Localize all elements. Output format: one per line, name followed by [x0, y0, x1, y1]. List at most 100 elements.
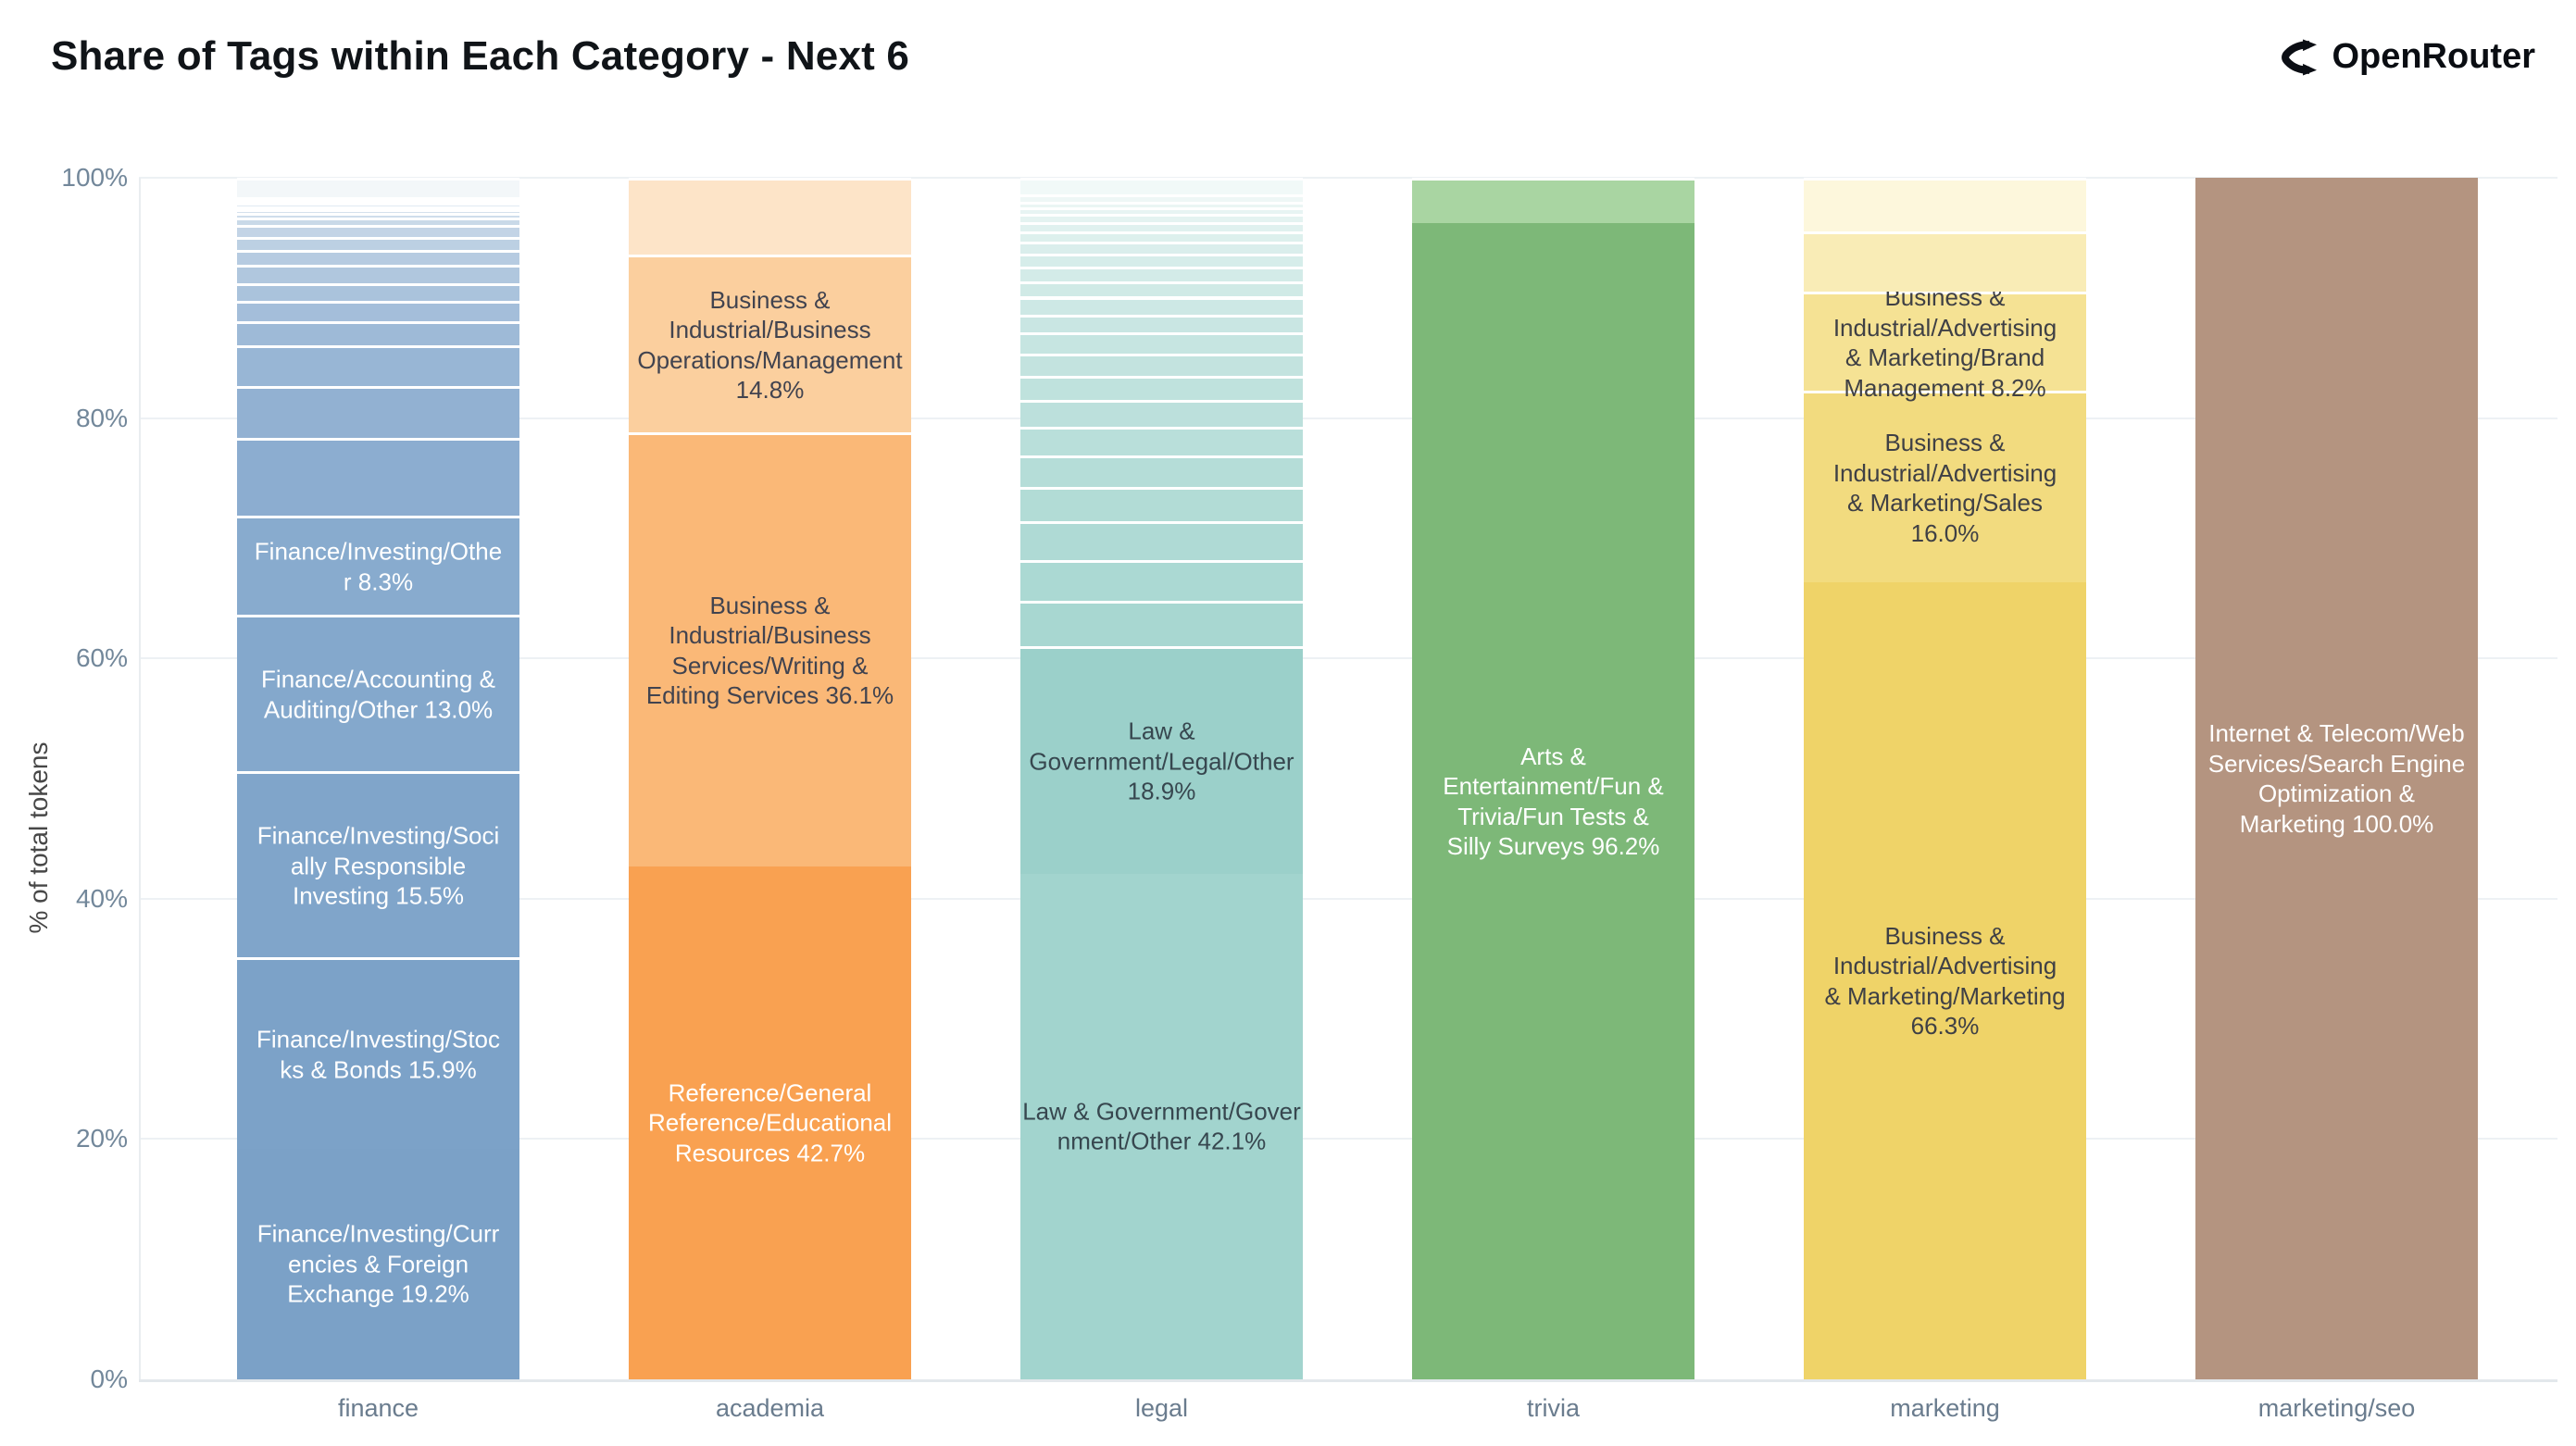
segment-label: Internet & Telecom/Web Services/Search E…	[2207, 719, 2466, 838]
y-tick-label: 20%	[75, 1124, 128, 1153]
bar-segment[interactable]	[237, 196, 519, 200]
bar-segment[interactable]	[1804, 178, 2086, 232]
y-tick-label: 60%	[75, 643, 128, 673]
bar-segment[interactable]: Internet & Telecom/Web Services/Search E…	[2195, 178, 2478, 1379]
y-tick-label: 80%	[75, 403, 128, 432]
brand-name: OpenRouter	[2332, 37, 2535, 76]
bar-segment[interactable]	[237, 225, 519, 238]
x-axis-label: finance	[337, 1394, 419, 1422]
bar-segment[interactable]	[1020, 455, 1303, 487]
openrouter-logo-icon	[2274, 38, 2318, 76]
bar-segment[interactable]	[1020, 267, 1303, 281]
bar-segment[interactable]	[1020, 332, 1303, 354]
bar-segment[interactable]	[1020, 353, 1303, 377]
segment-label: Finance/Investing/Othe r 8.3%	[254, 537, 503, 596]
bar-segment[interactable]	[1412, 178, 1694, 224]
bar-segment[interactable]	[237, 200, 519, 204]
segment-label: Finance/Investing/Soci ally Responsible …	[256, 821, 500, 910]
segment-label: Finance/Investing/Stoc ks & Bonds 15.9%	[256, 1025, 501, 1084]
bar-segment[interactable]	[237, 301, 519, 322]
bar-segment[interactable]: Law & Government/Gover nment/Other 42.1%	[1020, 873, 1303, 1379]
bar-segment[interactable]	[237, 321, 519, 346]
bar-segment[interactable]: Arts & Entertainment/Fun & Trivia/Fun Te…	[1412, 223, 1694, 1379]
gridline	[139, 177, 2557, 179]
bar-segment[interactable]	[237, 218, 519, 226]
bar-segment[interactable]	[237, 213, 519, 218]
bar-segment[interactable]: Finance/Accounting & Auditing/Other 13.0…	[237, 615, 519, 772]
bar-segment[interactable]	[237, 237, 519, 250]
bar-segment[interactable]	[629, 178, 911, 256]
x-axis-label: marketing	[1890, 1394, 2000, 1422]
bar-segment[interactable]	[1020, 178, 1303, 195]
bar-segment[interactable]	[1020, 400, 1303, 427]
bar-segment[interactable]	[237, 282, 519, 302]
segment-label: Finance/Accounting & Auditing/Other 13.0…	[261, 665, 495, 724]
bar-segment[interactable]: Reference/General Reference/Educational …	[629, 866, 911, 1379]
segment-label: Reference/General Reference/Educational …	[647, 1078, 893, 1167]
bar-segment[interactable]	[237, 249, 519, 266]
bar-segment[interactable]	[1020, 280, 1303, 297]
bar-segment[interactable]	[1020, 559, 1303, 601]
y-tick-label: 100%	[61, 163, 128, 192]
bar-segment[interactable]: Business & Industrial/Advertising & Mark…	[1804, 582, 2086, 1379]
openrouter-logo[interactable]: OpenRouter	[2274, 37, 2535, 77]
bar-segment[interactable]	[1020, 314, 1303, 333]
bar-segment[interactable]	[1020, 213, 1303, 223]
x-axis-line	[139, 1379, 2557, 1382]
bar-segment[interactable]	[1020, 486, 1303, 522]
bar-segment[interactable]	[1020, 253, 1303, 268]
bar-segment[interactable]	[1020, 376, 1303, 401]
bar-segment[interactable]	[237, 206, 519, 210]
y-axis-title: % of total tokens	[24, 742, 53, 934]
y-tick-label: 40%	[75, 883, 128, 913]
segment-label: Business & Industrial/Business Operation…	[637, 285, 903, 405]
gridline	[139, 657, 2557, 660]
segment-label: Law & Government/Gover nment/Other 42.1%	[1022, 1097, 1301, 1155]
bar-segment[interactable]	[1020, 222, 1303, 232]
bar-segment[interactable]	[237, 209, 519, 214]
bar-segment[interactable]: Business & Industrial/Business Services/…	[629, 432, 911, 866]
x-axis-label: trivia	[1526, 1394, 1580, 1422]
bar-segment[interactable]: Business & Industrial/Business Operation…	[629, 255, 911, 433]
bar-segment[interactable]	[1020, 231, 1303, 242]
bar-segment[interactable]: Finance/Investing/Curr encies & Foreign …	[237, 1148, 519, 1379]
bar-segment[interactable]: Finance/Investing/Stoc ks & Bonds 15.9%	[237, 957, 519, 1149]
bar-segment[interactable]	[1020, 241, 1303, 254]
y-tick-label: 0%	[90, 1365, 128, 1393]
bar-segment[interactable]: Finance/Investing/Soci ally Responsible …	[237, 771, 519, 958]
x-axis-label: academia	[715, 1394, 825, 1422]
bar-segment[interactable]	[237, 178, 519, 197]
x-axis-label: marketing/seo	[2257, 1394, 2416, 1422]
bar-segment[interactable]	[1020, 521, 1303, 560]
segment-label: Finance/Investing/Curr encies & Foreign …	[256, 1219, 500, 1308]
bar-segment[interactable]	[1020, 600, 1303, 647]
segment-label: Law & Government/Legal/Other 18.9%	[1029, 717, 1294, 805]
bar-segment[interactable]	[1020, 296, 1303, 315]
segment-label: Business & Industrial/Advertising & Mark…	[1832, 283, 2057, 402]
bar-segment[interactable]: Business & Industrial/Advertising & Mark…	[1804, 283, 2086, 402]
gridline	[139, 897, 2557, 900]
bar-segment[interactable]	[1804, 231, 2086, 293]
gridline	[139, 1138, 2557, 1141]
bar-segment[interactable]: Finance/Investing/Othe r 8.3%	[237, 515, 519, 616]
y-axis-line	[139, 178, 141, 1379]
bar-segment[interactable]	[1020, 426, 1303, 455]
gridline	[139, 417, 2557, 419]
bar-segment[interactable]	[237, 203, 519, 207]
bar-segment[interactable]	[1020, 207, 1303, 214]
bar-segment[interactable]: Business & Industrial/Advertising & Mark…	[1804, 390, 2086, 583]
bar-segment[interactable]	[237, 386, 519, 438]
bar-segment[interactable]	[237, 438, 519, 516]
segment-label: Arts & Entertainment/Fun & Trivia/Fun Te…	[1443, 742, 1664, 861]
segment-label: Business & Industrial/Advertising & Mark…	[1832, 429, 2057, 547]
bar-segment[interactable]	[1020, 201, 1303, 208]
bar-segment[interactable]	[1020, 194, 1303, 202]
bar-segment[interactable]: Law & Government/Legal/Other 18.9%	[1020, 646, 1303, 874]
segment-label: Business & Industrial/Business Services/…	[645, 591, 894, 710]
bar-segment[interactable]	[237, 265, 519, 283]
page-title: Share of Tags within Each Category - Nex…	[51, 33, 910, 79]
bar-segment[interactable]	[237, 345, 519, 387]
x-axis-label: legal	[1134, 1394, 1189, 1422]
segment-label: Business & Industrial/Advertising & Mark…	[1824, 921, 2066, 1041]
